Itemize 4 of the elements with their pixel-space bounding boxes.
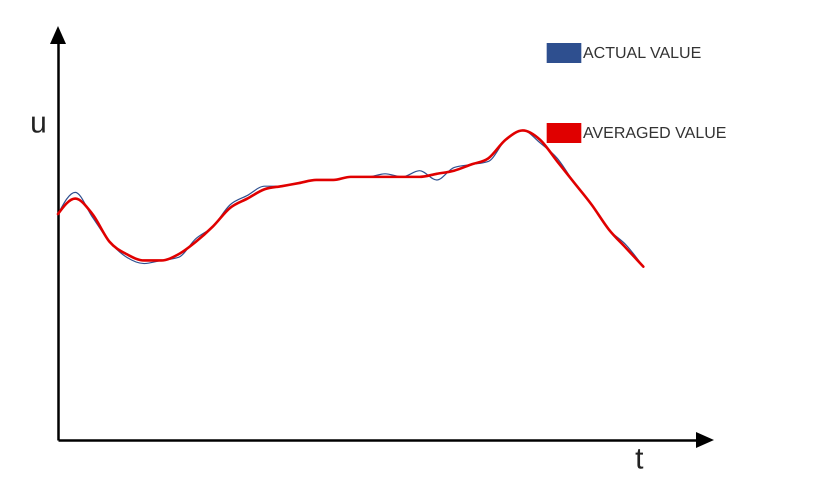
- legend-label: ACTUAL VALUE: [583, 45, 702, 62]
- legend-label: AVERAGED VALUE: [583, 125, 726, 142]
- y-axis-title: u: [30, 106, 47, 140]
- x-axis-title: t: [635, 442, 644, 476]
